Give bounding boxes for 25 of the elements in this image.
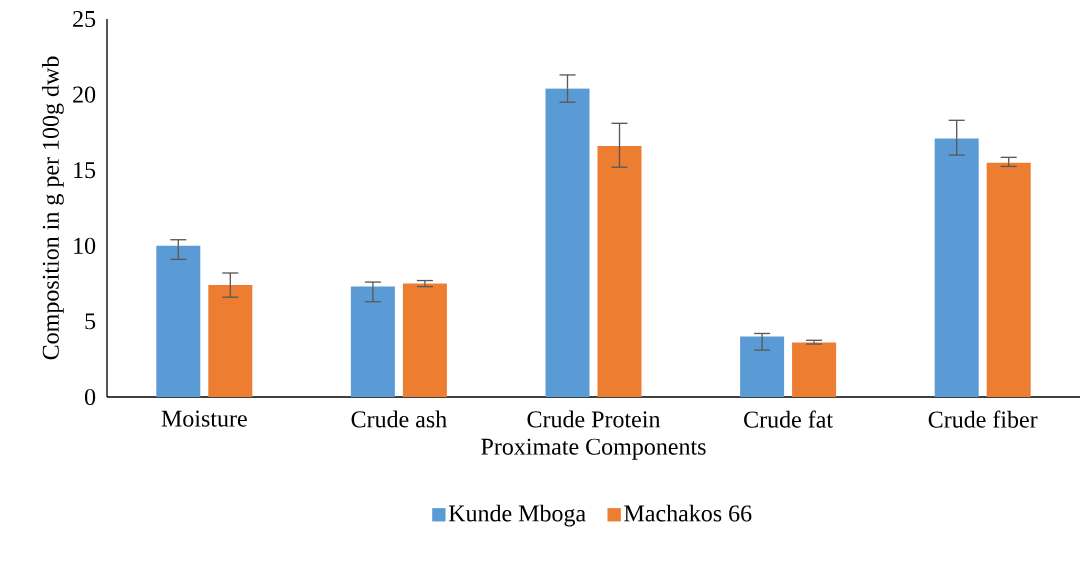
y-tick-label: 20 [73,86,96,103]
x-tick-label: Crude fiber [928,410,1038,428]
y-tick-label: 0 [84,388,96,406]
x-axis-title: Proximate Components [481,438,706,460]
y-tick-label: 15 [74,162,96,179]
x-tick-label: Crude ash [351,410,447,428]
bar [350,286,395,397]
bar [597,146,642,397]
x-tick-label: Crude Protein [527,410,661,428]
y-tick-label: 5 [85,313,96,330]
bar [740,336,785,397]
legend-label: Machakos 66 [624,504,752,522]
bar [986,162,1031,397]
bar [208,285,253,397]
bar [402,283,447,397]
bar [156,245,201,397]
bar [545,88,590,397]
y-axis-title: Composition in g per 100g dwb [41,56,64,360]
y-tick-label: 10 [74,237,96,254]
x-tick-label: Crude fat [744,410,833,428]
bar [792,342,837,397]
bar [934,138,979,397]
x-tick-label: Moisture [161,410,247,427]
y-tick-label: 25 [73,10,96,28]
legend-label: Kunde Mboga [448,504,586,527]
